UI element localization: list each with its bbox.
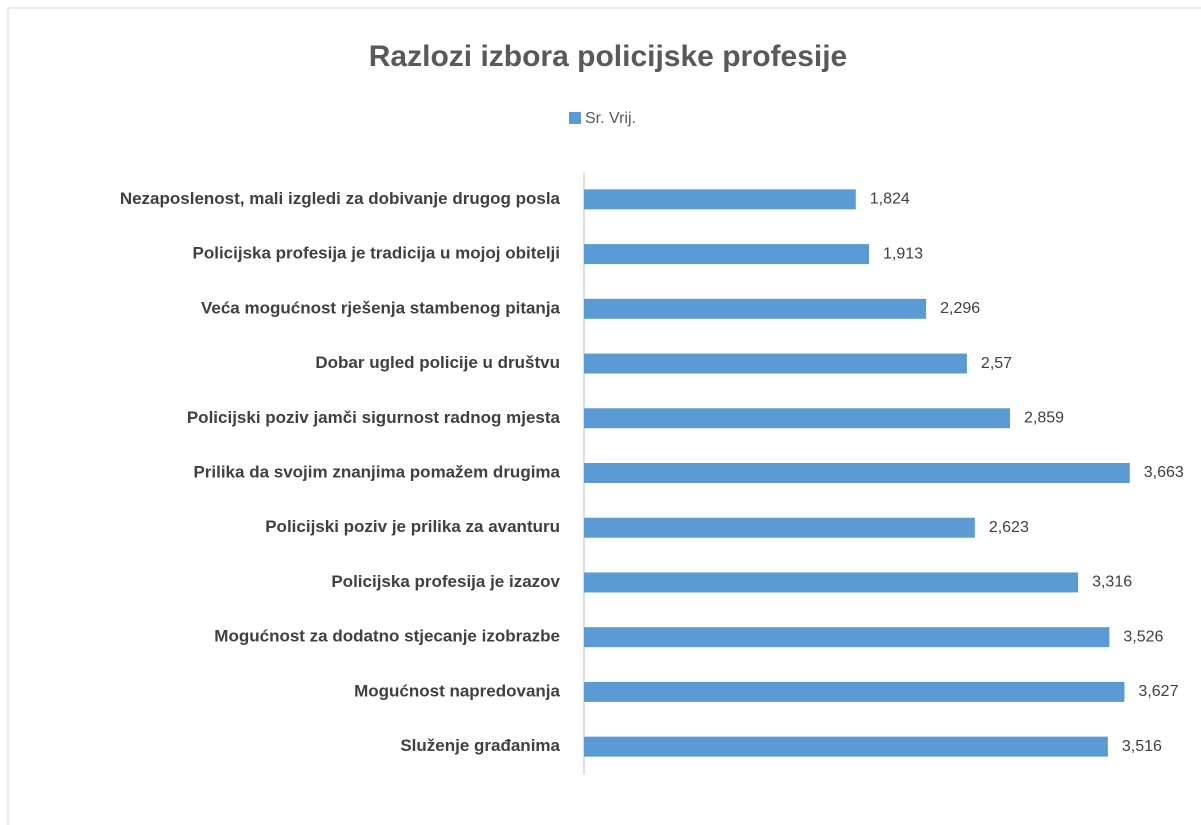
y-tick-label: Dobar ugled policije u društvu	[315, 353, 560, 372]
bar	[584, 517, 975, 538]
data-label: 3,663	[1144, 464, 1184, 481]
bar	[584, 298, 927, 319]
data-label: 1,824	[870, 191, 910, 208]
bar	[584, 736, 1108, 757]
y-tick-label: Policijski poziv je prilika za avanturu	[265, 517, 560, 536]
legend-label: Sr. Vrij.	[585, 110, 636, 127]
bar	[584, 572, 1079, 593]
data-label: 3,316	[1092, 574, 1132, 591]
y-tick-label: Veća mogućnost rješenja stambenog pitanj…	[201, 298, 561, 317]
bar	[584, 463, 1130, 483]
data-label: 2,296	[940, 300, 980, 317]
chart-title: Razlozi izbora policijske profesije	[369, 40, 847, 73]
data-label: 3,516	[1122, 738, 1162, 755]
y-tick-label: Mogućnost napredovanja	[354, 681, 560, 700]
data-label: 2,623	[989, 519, 1029, 536]
data-label: 3,627	[1138, 683, 1178, 700]
y-tick-label: Prilika da svojim znanjima pomažem drugi…	[193, 462, 560, 481]
y-tick-label: Policijski poziv jamči sigurnost radnog …	[187, 408, 561, 427]
data-label: 2,57	[981, 355, 1012, 372]
bar	[584, 408, 1010, 429]
data-label: 3,526	[1123, 628, 1163, 645]
legend-swatch	[569, 112, 581, 124]
y-tick-label: Mogućnost za dodatno stjecanje izobrazbe	[214, 627, 560, 646]
y-tick-label: Nezaposlenost, mali izgledi za dobivanje…	[120, 189, 561, 208]
y-tick-label: Policijska profesija je izazov	[331, 572, 560, 591]
y-tick-label: Policijska profesija je tradicija u mojo…	[193, 244, 561, 263]
data-label: 2,859	[1024, 409, 1064, 426]
bar	[584, 681, 1125, 702]
bar	[584, 244, 870, 265]
bar	[584, 189, 856, 210]
bar	[584, 627, 1110, 648]
y-tick-label: Služenje građanima	[400, 736, 560, 755]
data-label: 1,913	[883, 245, 923, 262]
bar	[584, 353, 967, 374]
